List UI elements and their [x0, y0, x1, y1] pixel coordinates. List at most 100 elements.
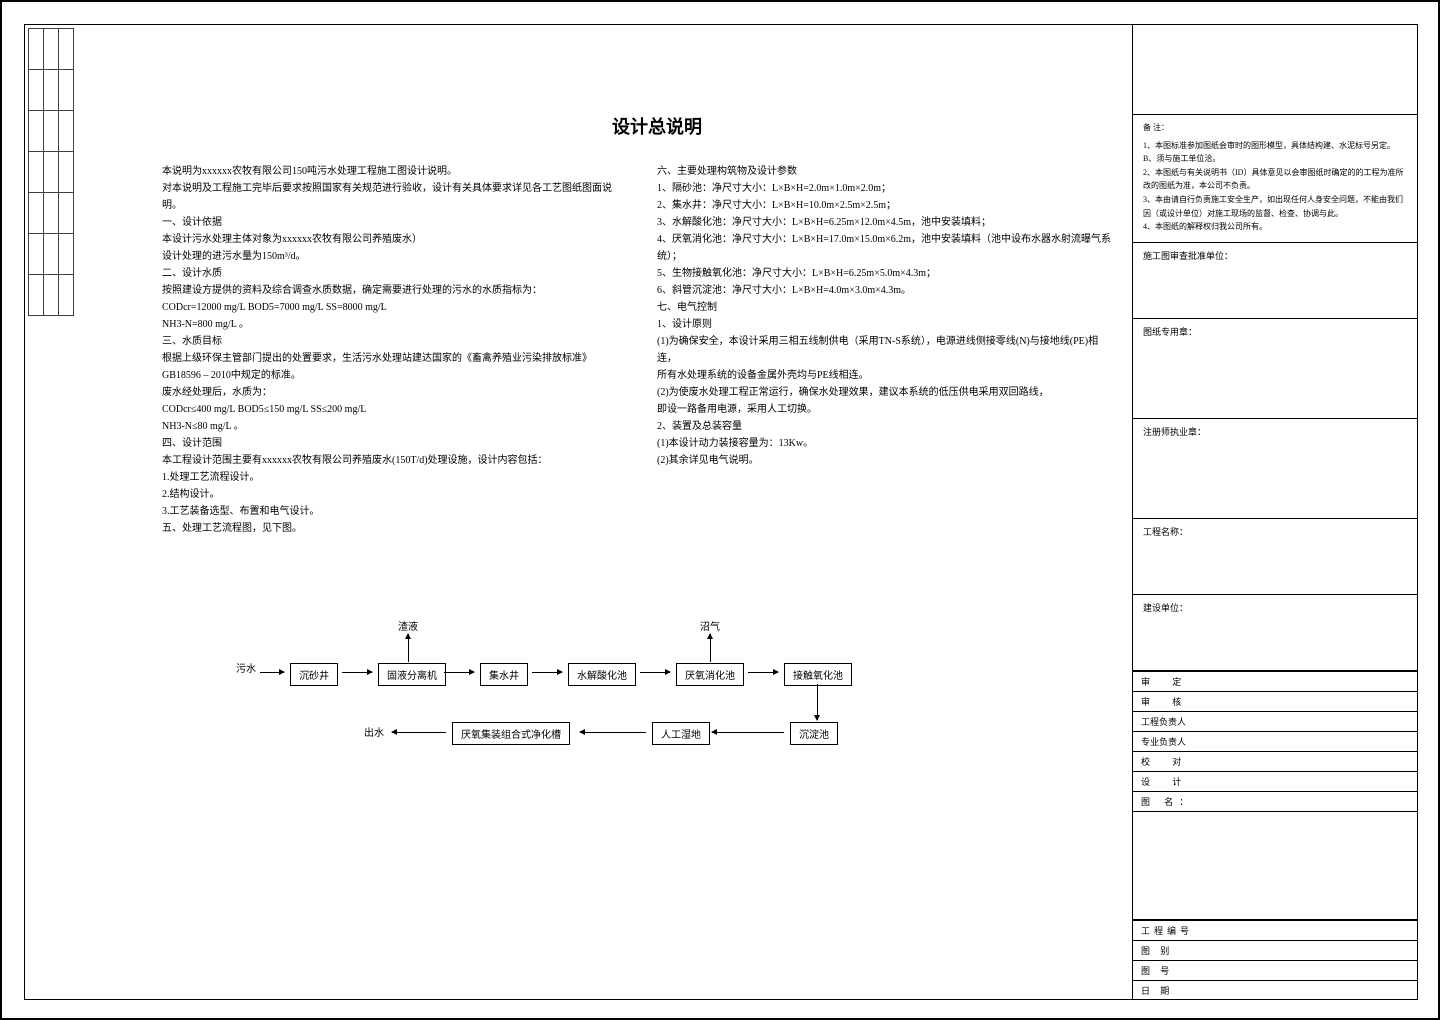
revision-table	[28, 28, 74, 316]
para: (2)其余详见电气说明。	[657, 452, 1112, 469]
para: 1、设计原则	[657, 316, 1112, 333]
tb-seal: 图纸专用章：	[1133, 319, 1418, 419]
para: 本说明为xxxxxx农牧有限公司150吨污水处理工程施工图设计说明。	[162, 163, 617, 180]
para: CODcr≤400 mg/L BOD5≤150 mg/L SS≤200 mg/L	[162, 401, 617, 418]
para: 5、生物接触氧化池：净尺寸大小：L×B×H=6.25m×5.0m×4.3m；	[657, 265, 1112, 282]
tb-client: 建设单位：	[1133, 595, 1418, 671]
para: NH3-N≤80 mg/L 。	[162, 418, 617, 435]
note-line: 3、本由请自行负责施工安全生产，如出现任何人身安全问题，不能由我们因（或设计单位…	[1143, 193, 1408, 220]
tb-label: 建设单位：	[1143, 603, 1188, 613]
flow-node-n2: 固液分离机	[378, 663, 446, 686]
flow-node-n7: 沉淀池	[790, 722, 838, 745]
right-column: 六、主要处理构筑物及设计参数 1、隔砂池：净尺寸大小：L×B×H=2.0m×1.…	[657, 163, 1112, 537]
arrow	[532, 672, 562, 673]
arrow	[712, 732, 784, 733]
tb-label: 工程名称：	[1143, 527, 1188, 537]
tb-spacer	[1133, 812, 1418, 920]
para: GB18596 – 2010中规定的标准。	[162, 367, 617, 384]
note-line: 4、本图纸的解释权归我公司所有。	[1143, 220, 1408, 234]
approval-table: 审 定 审 核 工程负责人 专业负责人 校 对 设 计 图 名：	[1133, 671, 1418, 812]
approval-label: 校 对	[1133, 751, 1229, 771]
note-line: 1、本图标准参加图纸会审时的图形模型，具体结构建、水泥标号另定。B、须与施工单位…	[1143, 139, 1408, 166]
arrow	[710, 634, 711, 662]
drawing-sheet: 设计总说明 本说明为xxxxxx农牧有限公司150吨污水处理工程施工图设计说明。…	[0, 0, 1440, 1020]
approval-label: 审 核	[1133, 691, 1229, 711]
approval-label: 设 计	[1133, 771, 1229, 791]
flow-label-outlet: 出水	[364, 724, 384, 739]
tb-bottom-label: 图 号	[1133, 961, 1221, 981]
para: 三、水质目标	[162, 333, 617, 350]
arrow	[392, 732, 446, 733]
arrow	[408, 634, 409, 662]
tb-bottom-label: 日 期	[1133, 981, 1221, 1001]
drawing-name-label: 图 名：	[1133, 791, 1418, 811]
para: 即设一路备用电源，采用人工切换。	[657, 401, 1112, 418]
para: 本设计污水处理主体对象为xxxxxx农牧有限公司养殖废水）	[162, 231, 617, 248]
para: 6、斜管沉淀池：净尺寸大小：L×B×H=4.0m×3.0m×4.3m。	[657, 282, 1112, 299]
para: 六、主要处理构筑物及设计参数	[657, 163, 1112, 180]
flow-node-n1: 沉砂井	[290, 663, 338, 686]
approval-label: 专业负责人	[1133, 731, 1229, 751]
para: 4、厌氧消化池：净尺寸大小：L×B×H=17.0m×15.0m×6.2m，池中安…	[657, 231, 1112, 265]
para: 1、隔砂池：净尺寸大小：L×B×H=2.0m×1.0m×2.0m；	[657, 180, 1112, 197]
tb-approve-unit: 施工图审查批准单位：	[1133, 243, 1418, 319]
main-content: 设计总说明 本说明为xxxxxx农牧有限公司150吨污水处理工程施工图设计说明。…	[162, 112, 1112, 537]
note-line: 2、本图纸与有关说明书（ID）具体意见以会审图纸时确定的的工程为准所改的图纸为准…	[1143, 166, 1408, 193]
para: 四、设计范围	[162, 435, 617, 452]
para: 本工程设计范围主要有xxxxxx农牧有限公司养殖废水(150T/d)处理设施，设…	[162, 452, 617, 469]
tb-label: 图纸专用章：	[1143, 327, 1197, 337]
flow-node-n3: 集水井	[480, 663, 528, 686]
flow-node-n8: 人工湿地	[652, 722, 710, 745]
flow-node-n9: 厌氧集装组合式净化槽	[452, 722, 570, 745]
tb-bottom-label: 图 别	[1133, 941, 1221, 961]
para: 七、电气控制	[657, 299, 1112, 316]
arrow	[640, 672, 670, 673]
para: 2.结构设计。	[162, 486, 617, 503]
tb-bottom-label: 工程编号	[1133, 921, 1221, 941]
para: 2、装置及总装容量	[657, 418, 1112, 435]
flow-label-inlet: 污水	[236, 660, 256, 675]
para: 设计处理的进污水量为150m³/d。	[162, 248, 617, 265]
flow-label-gas: 沼气	[700, 618, 720, 633]
tb-bottom: 工程编号 图 别 图 号 日 期	[1133, 920, 1418, 1000]
arrow	[580, 732, 646, 733]
left-column: 本说明为xxxxxx农牧有限公司150吨污水处理工程施工图设计说明。 对本说明及…	[162, 163, 617, 537]
para: (1)本设计动力装接容量为：13Kw。	[657, 435, 1112, 452]
notes-header: 备 注：	[1143, 121, 1408, 135]
para: 五、处理工艺流程图，见下图。	[162, 520, 617, 537]
flow-node-n5: 厌氧消化池	[676, 663, 744, 686]
para: NH3-N=800 mg/L 。	[162, 316, 617, 333]
flow-node-n4: 水解酸化池	[568, 663, 636, 686]
approval-label: 审 定	[1133, 671, 1229, 691]
doc-title: 设计总说明	[202, 112, 1112, 143]
para: 1.处理工艺流程设计。	[162, 469, 617, 486]
flow-label-residue: 渣液	[398, 618, 418, 633]
arrow	[260, 672, 284, 673]
arrow	[817, 684, 818, 720]
approval-label: 工程负责人	[1133, 711, 1229, 731]
titleblock-notes: 备 注： 1、本图标准参加图纸会审时的图形模型，具体结构建、水泥标号另定。B、须…	[1133, 115, 1418, 243]
para: 2、集水井：净尺寸大小：L×B×H=10.0m×2.5m×2.5m；	[657, 197, 1112, 214]
titleblock-header	[1133, 24, 1418, 115]
tb-label: 注册师执业章：	[1143, 427, 1206, 437]
para: (2)为使废水处理工程正常运行，确保水处理效果，建议本系统的低压供电采用双回路线…	[657, 384, 1112, 401]
para: 根据上级环保主管部门提出的处置要求，生活污水处理站建达国家的《畜禽养殖业污染排放…	[162, 350, 617, 367]
title-block: 备 注： 1、本图标准参加图纸会审时的图形模型，具体结构建、水泥标号另定。B、须…	[1132, 24, 1418, 1000]
arrow	[342, 672, 372, 673]
arrow	[748, 672, 778, 673]
tb-owner: 注册师执业章：	[1133, 419, 1418, 519]
para: 按照建设方提供的资料及综合调查水质数据，确定需要进行处理的污水的水质指标为：	[162, 282, 617, 299]
para: (1)为确保安全，本设计采用三相五线制供电（采用TN-S系统），电源进线侧接零线…	[657, 333, 1112, 367]
flow-node-n6: 接触氧化池	[784, 663, 852, 686]
tb-project: 工程名称：	[1133, 519, 1418, 595]
para: CODcr=12000 mg/L BOD5=7000 mg/L SS=8000 …	[162, 299, 617, 316]
para: 3.工艺装备选型、布置和电气设计。	[162, 503, 617, 520]
para: 对本说明及工程施工完毕后要求按照国家有关规范进行验收，设计有关具体要求详见各工艺…	[162, 180, 617, 214]
process-flow-diagram: 污水 沉砂井 固液分离机 渣液 集水井 水解酸化池 厌氧消化池 沼气 接触氧化池…	[242, 622, 942, 822]
para: 二、设计水质	[162, 265, 617, 282]
arrow	[444, 672, 474, 673]
tb-label: 施工图审查批准单位：	[1143, 251, 1233, 261]
para: 废水经处理后，水质为：	[162, 384, 617, 401]
para: 一、设计依据	[162, 214, 617, 231]
para: 所有水处理系统的设备金属外壳均与PE线相连。	[657, 367, 1112, 384]
